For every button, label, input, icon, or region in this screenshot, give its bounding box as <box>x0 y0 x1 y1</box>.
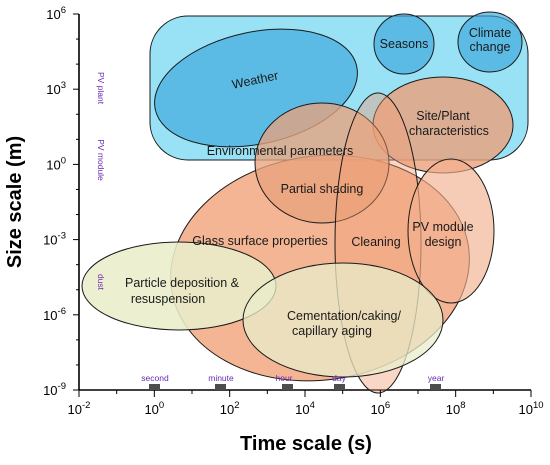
size-ref-pv-module: PV module <box>96 139 106 181</box>
x-axis-title: Time scale (s) <box>240 433 372 455</box>
y-axis-title: Size scale (m) <box>4 136 26 268</box>
region-shading <box>254 102 390 224</box>
region-labels: Environmental parameters Weather Seasons… <box>125 26 511 338</box>
region-seasons <box>373 13 435 75</box>
x-axis-ticks: 10-2 100 102 104 106 108 1010 <box>68 390 544 417</box>
y-tick-label: 10-6 <box>43 306 66 323</box>
label-seasons: Seasons <box>380 37 429 51</box>
size-ref-dust: dust <box>96 274 106 291</box>
x-tick-label: 10-2 <box>68 400 91 417</box>
x-tick-label: 102 <box>220 400 240 417</box>
y-tick-label: 10-9 <box>43 381 66 398</box>
time-ref-hour: hour <box>275 373 292 383</box>
time-ref-minute: minute <box>208 373 234 383</box>
region-climate <box>457 11 523 73</box>
y-tick-label: 106 <box>46 5 66 22</box>
label-environmental: Environmental parameters <box>207 144 354 158</box>
label-shading: Partial shading <box>281 182 364 196</box>
label-cementation: Cementation/caking/capillary aging <box>287 309 401 338</box>
y-tick-label: 103 <box>46 80 66 97</box>
region-pvmodule <box>407 158 495 304</box>
label-site: Site/Plant characteristics <box>409 109 489 138</box>
x-tick-label: 104 <box>295 400 315 417</box>
time-marker-second <box>149 384 160 390</box>
time-ref-year: year <box>428 373 445 383</box>
label-glass: Glass surface properties <box>192 234 327 248</box>
time-marker-day <box>334 384 345 390</box>
time-ref-day: day <box>332 373 346 383</box>
time-marker-hour <box>282 384 293 390</box>
x-tick-label: 100 <box>144 400 164 417</box>
time-marker-year <box>430 384 441 390</box>
y-tick-label: 10-3 <box>43 231 66 248</box>
label-climate: Climate change <box>469 26 511 54</box>
y-tick-label: 100 <box>46 155 66 172</box>
label-particle: Particle deposition & resuspension <box>125 276 240 306</box>
x-tick-label: 1010 <box>518 400 543 417</box>
size-ref-pv-plant: PV plant <box>96 72 106 105</box>
label-pvmodule: PV module design <box>412 220 473 249</box>
x-tick-label: 108 <box>446 400 466 417</box>
label-cleaning: Cleaning <box>351 235 400 249</box>
time-marker-minute <box>215 384 226 390</box>
x-tick-label: 106 <box>370 400 390 417</box>
time-ref-second: second <box>141 373 169 383</box>
regions-layer <box>81 11 529 394</box>
size-references: PV plant PV module dust <box>96 72 106 291</box>
y-axis-ticks: 106 103 100 10-3 10-6 10-9 <box>43 5 79 398</box>
region-cementation <box>242 262 444 378</box>
time-references: second minute hour day year <box>141 373 444 390</box>
